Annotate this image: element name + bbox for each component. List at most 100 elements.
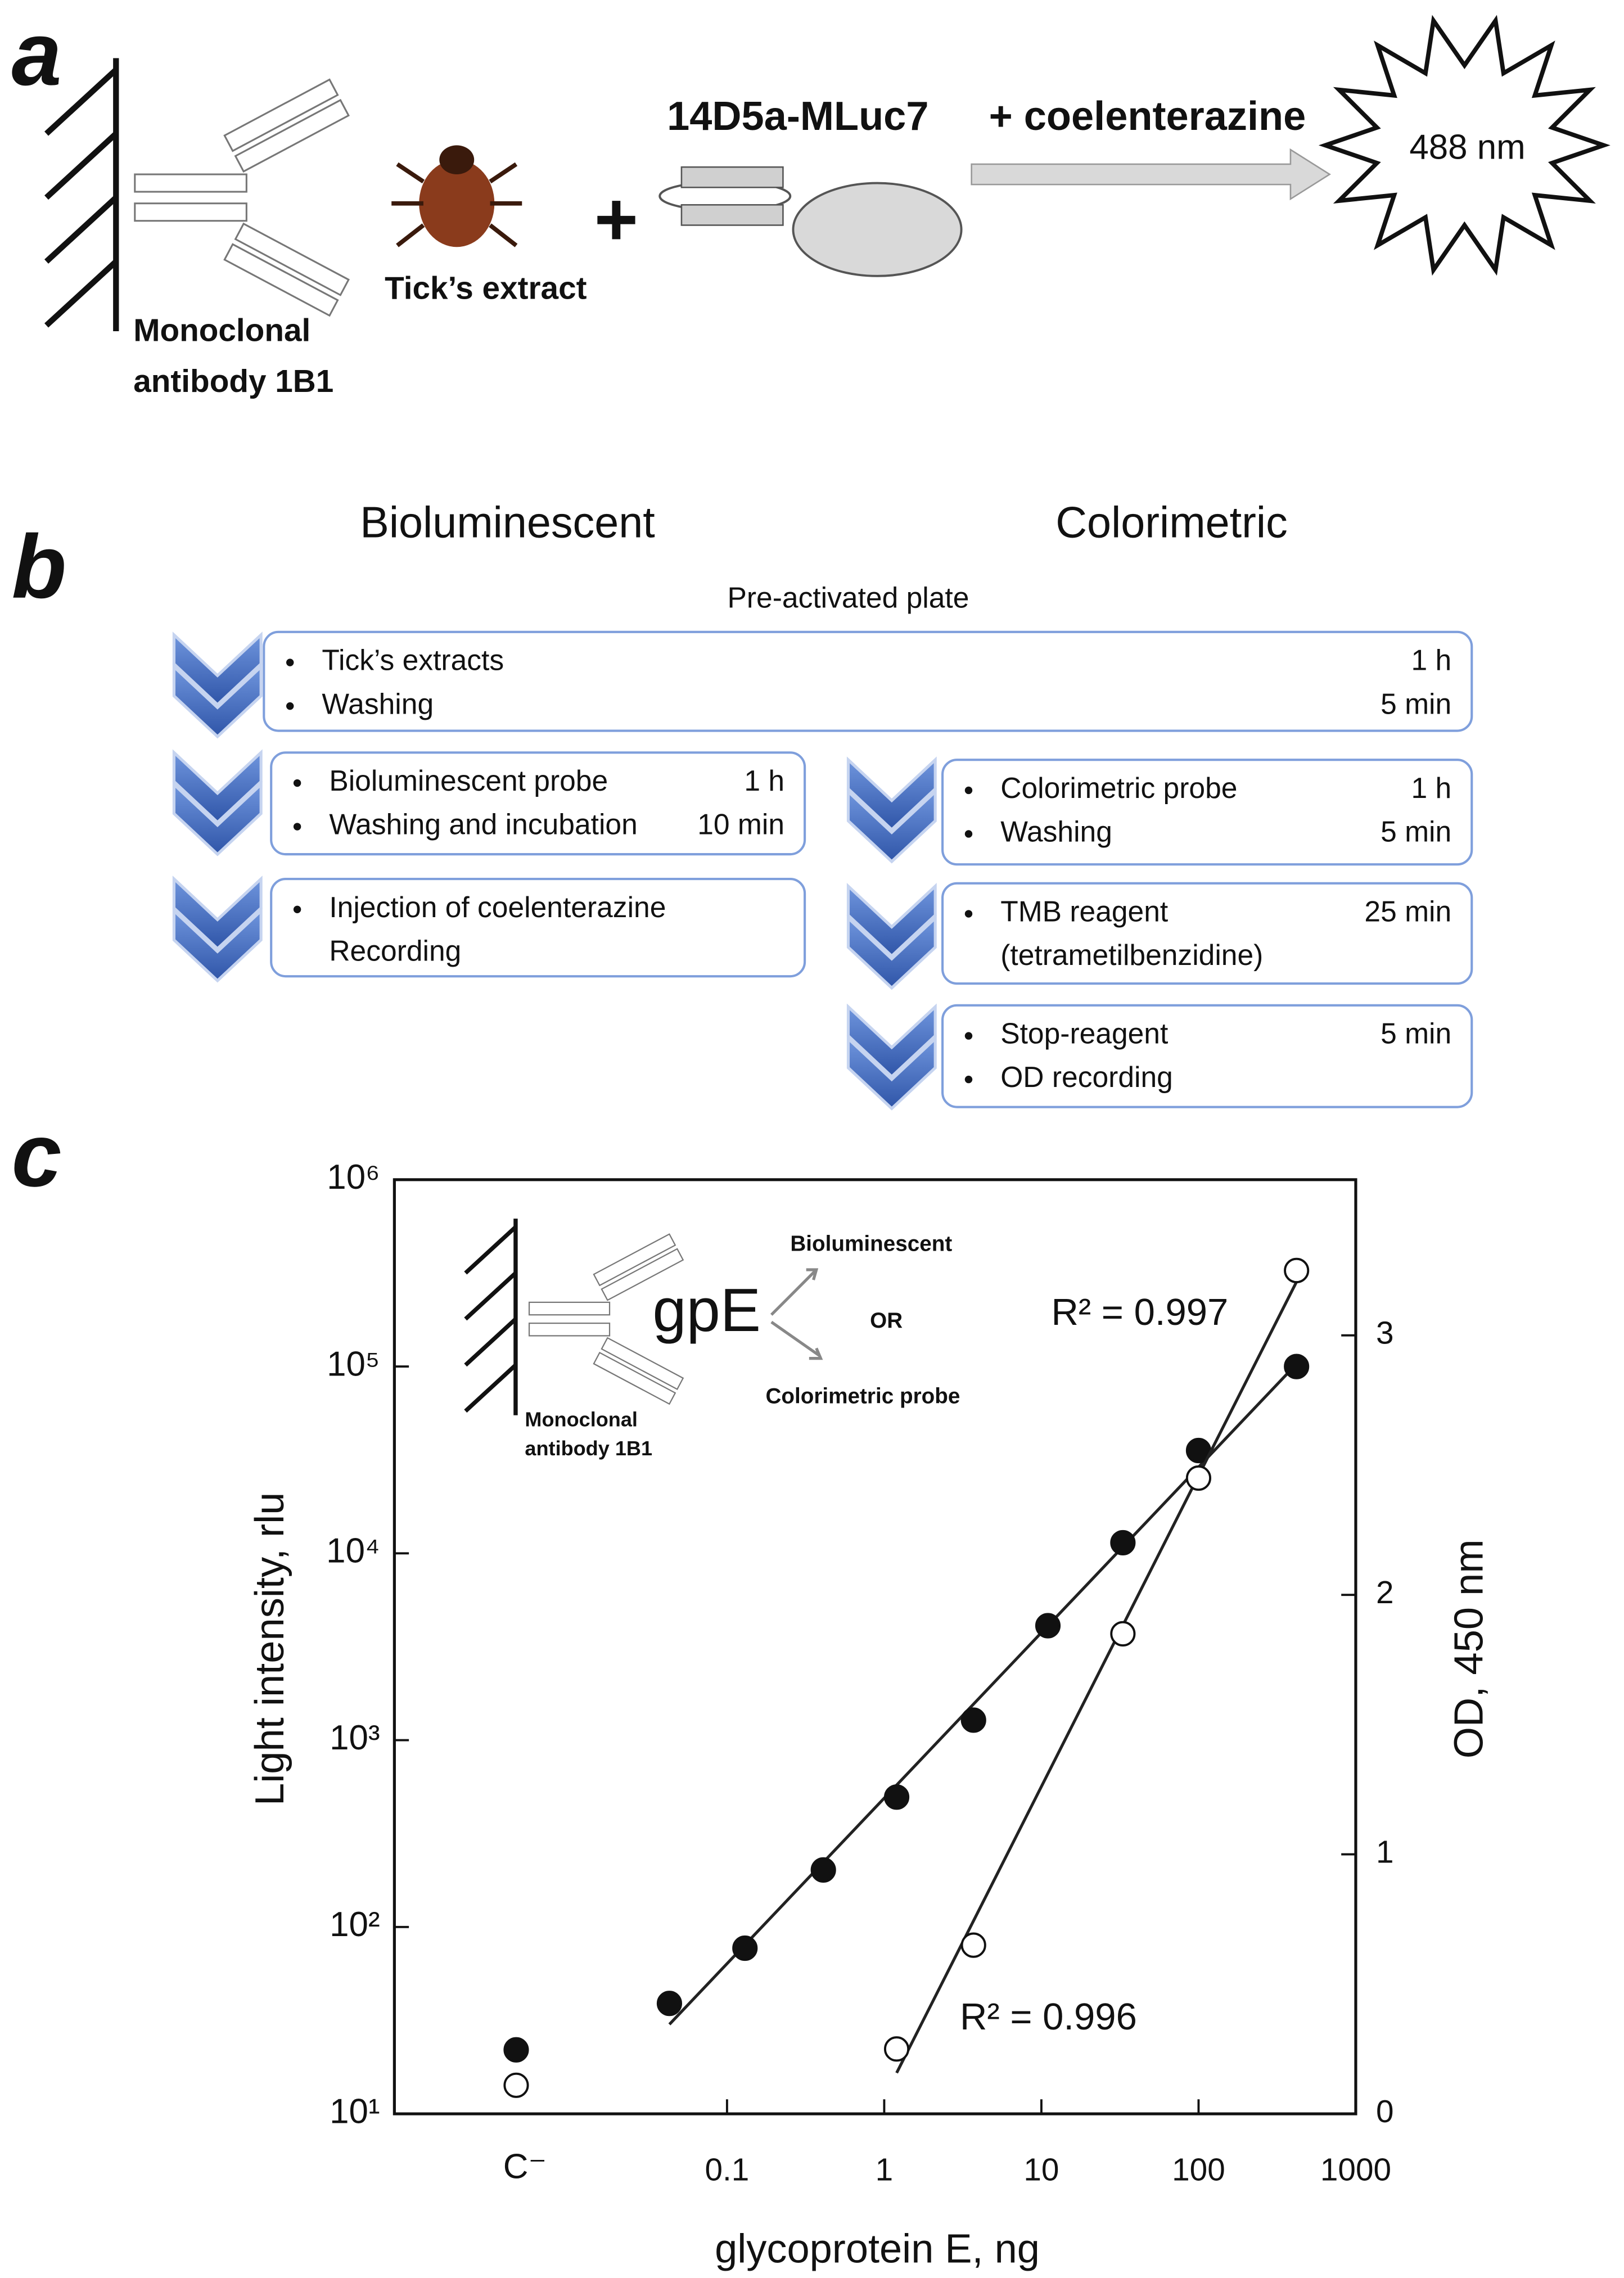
antibody-label: antibody 1B1 — [133, 364, 333, 399]
inset-label: Bioluminescent — [790, 1232, 952, 1256]
data-point — [732, 1935, 758, 1961]
probe — [658, 166, 963, 277]
step-box — [941, 759, 1473, 866]
bullet — [286, 702, 294, 710]
step-text: Recording — [329, 934, 461, 967]
step-text: Washing — [322, 687, 434, 720]
step-time: 25 min — [1364, 895, 1451, 928]
bullet — [293, 823, 301, 831]
x-tick-label: C⁻ — [503, 2148, 547, 2186]
x-tick-label: 1000 — [1320, 2152, 1391, 2187]
y-tick-label: 10³ — [330, 1718, 380, 1757]
extract-label: Tick’s extract — [385, 271, 587, 306]
step-box — [941, 1004, 1473, 1108]
y2-tick-label: 1 — [1376, 1835, 1394, 1870]
chevron — [174, 635, 261, 737]
plot-frame — [393, 1178, 1357, 2115]
y2-tick-label: 0 — [1376, 2094, 1394, 2130]
step-time: 1 h — [744, 764, 784, 797]
step-box — [270, 877, 806, 978]
bullet — [964, 1032, 973, 1040]
emission-label: 488 nm — [1409, 128, 1525, 166]
step-time: 10 min — [697, 808, 784, 841]
step-text: TMB reagent — [1000, 895, 1168, 928]
probe-label: 14D5a-MLuc7 — [667, 94, 928, 139]
data-point — [960, 1932, 986, 1958]
step-box — [263, 630, 1473, 732]
step-box — [270, 751, 806, 856]
step-text: OD recording — [1000, 1061, 1173, 1093]
x-tick-label: 100 — [1172, 2152, 1225, 2187]
inset-label: OR — [870, 1309, 903, 1333]
panel-label: a — [12, 3, 62, 104]
data-point — [960, 1707, 986, 1733]
bullet — [293, 905, 301, 914]
tick — [391, 145, 522, 247]
step-text: Tick’s extracts — [322, 644, 504, 676]
chevron — [848, 760, 935, 861]
step-time: 5 min — [1381, 1017, 1451, 1050]
arrow — [971, 148, 1331, 201]
antibody — [134, 78, 350, 317]
data-point — [883, 2036, 910, 2062]
plus: + — [594, 178, 638, 261]
data-point — [1035, 1613, 1061, 1639]
chevron — [848, 886, 935, 988]
column-title: Bioluminescent — [360, 499, 655, 547]
y2-tick-label: 2 — [1376, 1575, 1394, 1611]
x-tick-label: 1 — [876, 2152, 894, 2187]
y-tick-label: 10² — [330, 1905, 380, 1944]
data-point — [883, 1784, 910, 1810]
step-text: Stop-reagent — [1000, 1017, 1168, 1050]
control-point — [503, 2037, 529, 2063]
emission-burst — [1318, 15, 1611, 276]
substrate-label: + coelenterazine — [989, 94, 1306, 139]
inset-surface — [466, 1219, 516, 1415]
panel-label: b — [12, 516, 67, 617]
step-time: 5 min — [1381, 815, 1451, 848]
x-axis-label: glycoprotein E, ng — [715, 2227, 1040, 2272]
y-axis-label: Light intensity, rlu — [247, 1492, 292, 1806]
inset-arrows — [770, 1268, 823, 1360]
bullet — [964, 830, 973, 838]
inset-label: Monoclonal — [525, 1408, 637, 1431]
control-point — [503, 2072, 529, 2098]
inset-antigen: gpE — [652, 1276, 761, 1344]
bullet — [964, 1075, 973, 1084]
chevron — [174, 752, 261, 854]
y-tick-label: 10⁶ — [327, 1158, 380, 1197]
data-point — [1110, 1530, 1136, 1556]
step-text: Colorimetric probe — [1000, 772, 1237, 804]
chevron — [174, 879, 261, 981]
step-text: Washing and incubation — [329, 808, 637, 841]
data-point — [1284, 1257, 1310, 1283]
y2-tick-label: 3 — [1376, 1316, 1394, 1351]
bullet — [964, 786, 973, 795]
fit-line — [668, 1363, 1298, 2026]
y-tick-label: 10¹ — [330, 2092, 380, 2131]
data-point — [1185, 1465, 1212, 1491]
annotation: R² = 0.996 — [960, 1996, 1137, 2038]
inset-label: antibody 1B1 — [525, 1437, 652, 1460]
step-box — [941, 882, 1473, 985]
step-time: 1 h — [1411, 644, 1451, 676]
step-time: 1 h — [1411, 772, 1451, 804]
data-point — [656, 1991, 683, 2017]
annotation: R² = 0.997 — [1051, 1291, 1228, 1333]
x-tick-label: 0.1 — [705, 2152, 749, 2187]
bullet — [964, 910, 973, 918]
y-tick-label: 10⁴ — [326, 1532, 380, 1571]
inset-label: Colorimetric probe — [765, 1384, 960, 1409]
data-point — [810, 1857, 836, 1883]
x-tick-label: 10 — [1023, 2152, 1059, 2187]
bullet — [293, 779, 301, 787]
panel-label: c — [12, 1104, 62, 1205]
bullet — [286, 658, 294, 666]
y2-axis-label: OD, 450 nm — [1446, 1539, 1491, 1758]
y-tick-label: 10⁵ — [327, 1345, 380, 1383]
data-point — [1110, 1621, 1136, 1647]
step-text: (tetrametilbenzidine) — [1000, 939, 1263, 971]
step-time: 5 min — [1381, 687, 1451, 720]
step-text: Injection of coelenterazine — [329, 891, 666, 923]
